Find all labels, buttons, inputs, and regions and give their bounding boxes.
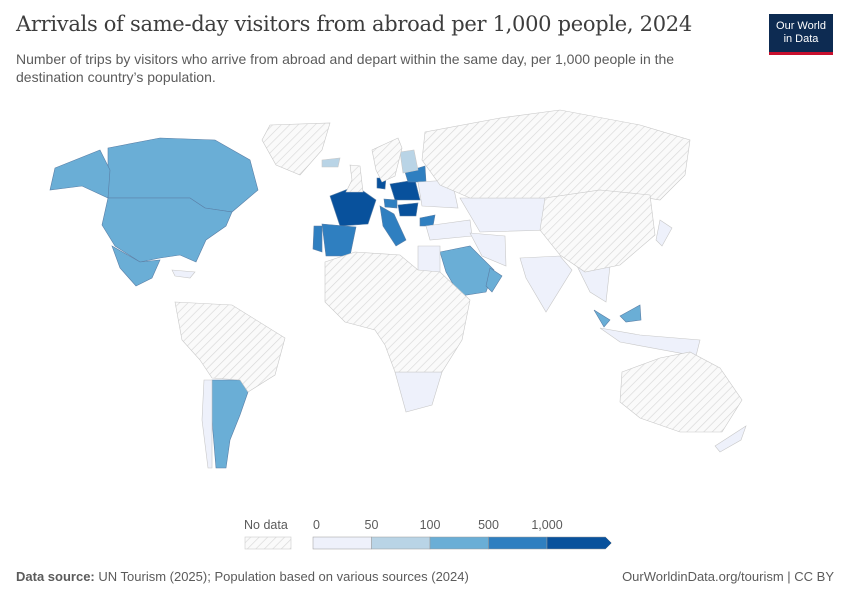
country-poland[interactable] (389, 179, 421, 201)
logo-line-1: Our World (776, 20, 826, 32)
country-greenland[interactable] (261, 122, 331, 176)
legend-bin-0[interactable] (312, 536, 372, 550)
country-africa-rest-[interactable] (324, 251, 471, 373)
logo-line-2: in Data (783, 33, 819, 45)
country-italy[interactable] (379, 205, 407, 247)
legend-tick-label: 100 (420, 518, 441, 532)
country-mexico[interactable] (111, 245, 161, 287)
country-oman[interactable] (485, 267, 503, 293)
country-czechia[interactable] (383, 198, 398, 209)
country-china[interactable] (539, 189, 656, 273)
country-central-asia[interactable] (459, 197, 553, 233)
country-caribbean[interactable] (171, 269, 196, 279)
legend-tick-label: 500 (478, 518, 499, 532)
country-indonesia[interactable] (599, 327, 701, 357)
country-scandinavia[interactable] (371, 137, 403, 183)
country-malaysia-borneo-[interactable] (619, 304, 642, 323)
country-hungary[interactable] (397, 202, 419, 217)
legend-bin-3[interactable] (488, 536, 548, 550)
country-india[interactable] (519, 255, 573, 313)
country-southern-africa[interactable] (394, 371, 443, 413)
country-argentina[interactable] (211, 379, 249, 469)
legend-bin-2[interactable] (429, 536, 489, 550)
country-spain[interactable] (321, 223, 357, 257)
data-source: Data source: UN Tourism (2025); Populati… (16, 569, 469, 584)
country-alaska[interactable] (49, 149, 111, 199)
country-egypt[interactable] (417, 245, 441, 273)
legend-no-data-label: No data (244, 518, 288, 532)
country-japan[interactable] (655, 219, 673, 247)
legend-tick-label: 1,000 (531, 518, 562, 532)
legend: No data 0 50 100 500 1,000 (244, 518, 612, 550)
country-bulgaria[interactable] (419, 214, 436, 227)
country-united-states[interactable] (101, 197, 233, 263)
source-label: Data source: (16, 569, 95, 584)
source-text: UN Tourism (2025); Population based on v… (98, 569, 469, 584)
country-finland[interactable] (399, 149, 419, 174)
owid-logo[interactable]: Our World in Data (769, 14, 833, 55)
legend-no-data-swatch (244, 536, 292, 550)
source-link[interactable]: OurWorldinData.org/tourism | CC BY (622, 569, 834, 584)
country-south-america-rest-[interactable] (174, 301, 286, 393)
country-portugal[interactable] (312, 225, 323, 253)
legend-tick-label: 0 (313, 518, 320, 532)
legend-tick-label: 50 (365, 518, 379, 532)
world-map: No data 0 50 100 500 1,000 (49, 109, 747, 550)
country-new-zealand[interactable] (714, 425, 747, 453)
country-russia[interactable] (421, 109, 691, 201)
legend-bin-4[interactable] (546, 536, 612, 550)
legend-bin-1[interactable] (371, 536, 431, 550)
country-united-kingdom[interactable] (345, 164, 364, 193)
country-iran[interactable] (469, 232, 507, 267)
country-malaysia[interactable] (593, 309, 611, 328)
country-chile[interactable] (201, 379, 213, 469)
chart-title: Arrivals of same-day visitors from abroa… (16, 12, 692, 36)
country-saudi-arabia[interactable] (439, 245, 495, 297)
chart-subtitle: Number of trips by visitors who arrive f… (16, 51, 675, 85)
country-australia[interactable] (619, 351, 743, 433)
country-iceland[interactable] (321, 157, 341, 168)
